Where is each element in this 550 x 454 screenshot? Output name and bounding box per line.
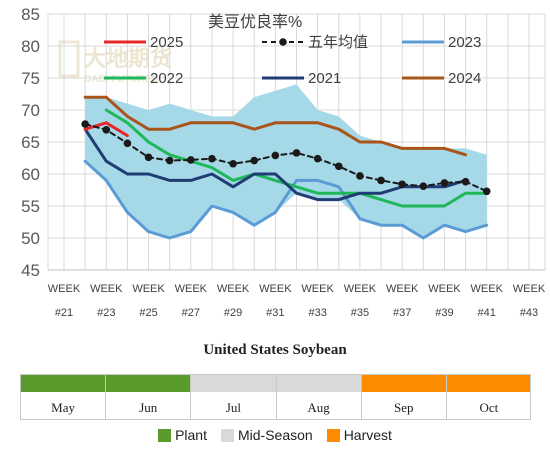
- month-may: May: [20, 374, 105, 420]
- x-tick-label: #31: [266, 307, 284, 319]
- month-label: Jul: [225, 400, 241, 415]
- phase-legend-label: Plant: [175, 427, 207, 443]
- month-jun: Jun: [105, 374, 190, 420]
- x-tick-label: WEEK: [428, 283, 461, 295]
- watermark-cn-text: 大地期货: [84, 46, 172, 71]
- x-tick-label: #39: [435, 307, 453, 319]
- legend-marker: [279, 38, 287, 46]
- x-tick-label: #41: [478, 307, 496, 319]
- x-tick-label: WEEK: [301, 283, 334, 295]
- y-tick-label: 85: [21, 5, 40, 24]
- series-point: [250, 156, 259, 165]
- x-tick-label: WEEK: [471, 283, 504, 295]
- range-band: [85, 84, 487, 239]
- mid-season-phase-bar: [190, 374, 361, 392]
- legend-label: 2025: [150, 34, 183, 51]
- x-tick-label: WEEK: [175, 283, 208, 295]
- legend-label: 2022: [150, 70, 183, 87]
- series-point: [334, 162, 343, 171]
- chart-title: 美豆优良率%: [208, 13, 302, 31]
- series-point: [440, 179, 449, 187]
- y-tick-label: 55: [21, 197, 40, 216]
- series-point: [81, 120, 89, 128]
- series-lines: [81, 95, 491, 240]
- x-tick-label: WEEK: [386, 283, 419, 295]
- y-tick-label: 60: [21, 165, 40, 184]
- plant-swatch: [158, 428, 172, 442]
- series-point: [292, 149, 301, 157]
- legend-label: 2021: [308, 70, 341, 87]
- series-point: [356, 172, 364, 180]
- month-jul: Jul: [190, 374, 275, 420]
- series-point: [165, 156, 174, 165]
- x-tick-label: #27: [182, 307, 200, 319]
- chart-legend: 2025 五年均值 2023 2022 2021 2024: [104, 34, 481, 87]
- series-point: [229, 159, 237, 168]
- month-label: May: [51, 400, 75, 415]
- series-point: [313, 154, 322, 163]
- series-point: [208, 154, 216, 163]
- series-point: [102, 126, 111, 134]
- series-point: [461, 177, 470, 186]
- series-line-0: [83, 121, 129, 138]
- series-point: [419, 182, 428, 190]
- legend-label: 2023: [448, 34, 481, 51]
- x-tick-label: #37: [393, 307, 411, 319]
- series-point: [377, 176, 385, 185]
- series-point: [144, 153, 153, 162]
- x-tick-label: #33: [308, 307, 326, 319]
- x-tick-label: #25: [139, 307, 157, 319]
- legend-label: 五年均值: [308, 34, 368, 51]
- watermark-logo-icon: [58, 40, 80, 78]
- harvest-phase-bar: [360, 374, 531, 392]
- month-label: Jun: [139, 400, 158, 415]
- x-tick-label: #23: [97, 307, 115, 319]
- x-tick-label: WEEK: [217, 283, 250, 295]
- series-point: [271, 151, 280, 160]
- x-tick-label: WEEK: [344, 283, 377, 295]
- y-tick-label: 45: [21, 261, 40, 280]
- y-tick-label: 70: [21, 101, 40, 120]
- series-point: [123, 139, 132, 148]
- legend-label: 2024: [448, 70, 481, 87]
- x-tick-label: WEEK: [259, 283, 292, 295]
- y-tick-label: 80: [21, 37, 40, 56]
- x-tick-label: WEEK: [513, 283, 546, 295]
- series-line-5: [83, 95, 468, 157]
- month-label: Sep: [393, 400, 414, 415]
- phase-legend-mid-season: Mid-Season: [220, 427, 313, 443]
- harvest-swatch: [326, 428, 340, 442]
- x-tick-label: WEEK: [48, 283, 81, 295]
- y-tick-label: 65: [21, 133, 40, 152]
- y-tick-label: 75: [21, 69, 40, 88]
- crop-condition-chart: 大地期货 DADI FUTURES 455055606570758085WEEK…: [21, 5, 546, 319]
- series-point: [482, 187, 491, 196]
- phase-legend-plant: Plant: [158, 427, 207, 443]
- month-aug: Aug: [275, 374, 361, 420]
- series-point: [187, 156, 195, 164]
- month-label: Aug: [307, 400, 330, 415]
- crop-calendar: May Jun Jul Aug Sep Oct: [20, 374, 531, 420]
- y-tick-label: 50: [21, 229, 40, 248]
- month-sep: Sep: [360, 374, 446, 420]
- month-oct: Oct: [445, 374, 531, 420]
- x-tick-label: #35: [351, 307, 369, 319]
- x-tick-label: WEEK: [132, 283, 165, 295]
- month-label: Oct: [479, 400, 499, 415]
- x-tick-label: WEEK: [90, 283, 123, 295]
- series-line-3: [104, 108, 489, 208]
- calendar-title: United States Soybean: [203, 342, 347, 358]
- mid-season-swatch: [220, 428, 234, 442]
- x-tick-label: #21: [55, 307, 73, 319]
- x-tick-label: #29: [224, 307, 242, 319]
- phase-legend-harvest: Harvest: [326, 427, 392, 443]
- range-band-area: [85, 84, 487, 239]
- series-line-2: [83, 159, 489, 240]
- chart-axes: 45 50 55 60 65 70 75 80 85 WEEK #21 WEEK #23 WEEK #25 W…: [21, 5, 546, 319]
- phase-legend-label: Harvest: [343, 427, 392, 443]
- x-tick-label: #43: [520, 307, 538, 319]
- phase-legend-label: Mid-Season: [237, 427, 313, 443]
- phase-legend: Plant Mid-Season Harvest: [0, 427, 550, 443]
- series-point: [398, 180, 406, 189]
